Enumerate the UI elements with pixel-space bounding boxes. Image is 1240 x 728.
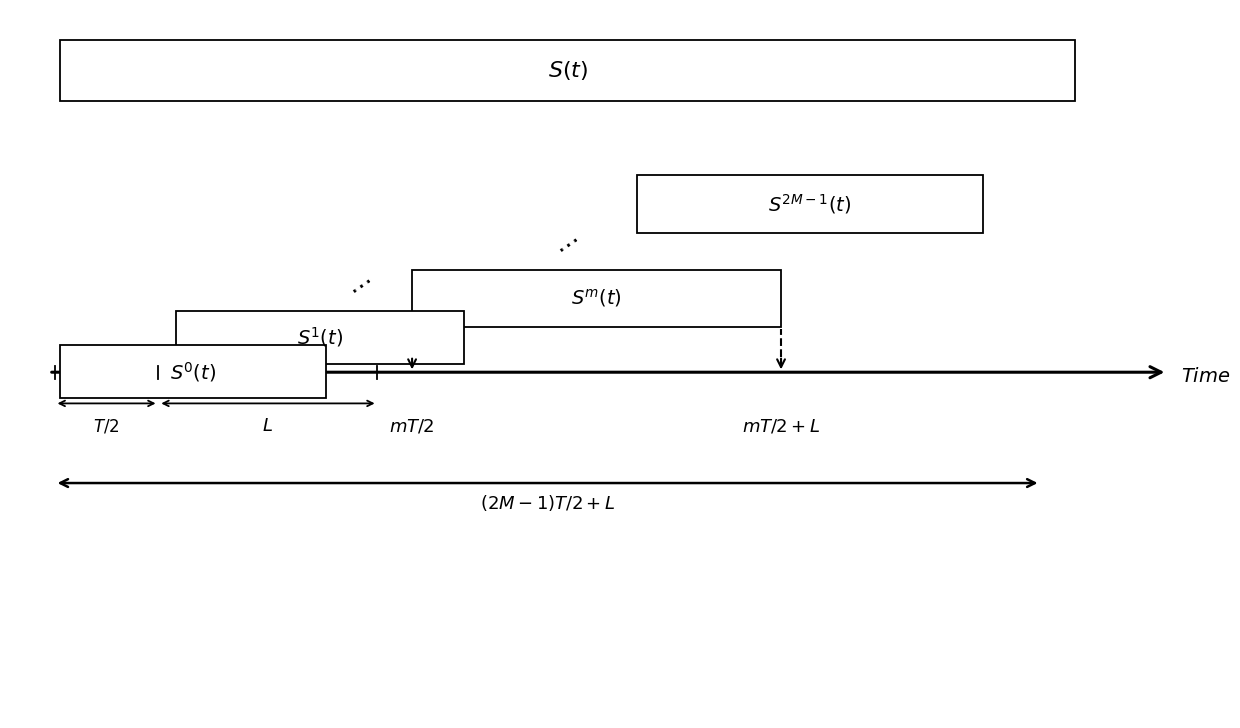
Bar (61, 345, 326, 398)
Text: $S^{2M-1}(t)$: $S^{2M-1}(t)$ (768, 192, 852, 216)
Bar (412, 269, 781, 327)
Bar (176, 311, 464, 364)
Text: $S^1(t)$: $S^1(t)$ (296, 325, 343, 349)
Bar (637, 175, 983, 233)
Text: $\cdots$: $\cdots$ (343, 269, 377, 302)
Text: $T/2$: $T/2$ (93, 417, 119, 435)
Text: $mT/2$: $mT/2$ (389, 417, 435, 435)
Text: $S(t)$: $S(t)$ (548, 59, 588, 82)
Text: $L$: $L$ (263, 417, 274, 435)
Text: $\cdots$: $\cdots$ (552, 229, 584, 261)
Bar (61, 40, 1075, 101)
Text: $mT/2+L$: $mT/2+L$ (742, 417, 821, 435)
Text: $S^m(t)$: $S^m(t)$ (572, 288, 622, 309)
Text: $S^0(t)$: $S^0(t)$ (170, 360, 216, 384)
Text: $\mathit{Time}$: $\mathit{Time}$ (1182, 367, 1230, 386)
Text: $(2M-1)T/2+L$: $(2M-1)T/2+L$ (480, 493, 615, 513)
